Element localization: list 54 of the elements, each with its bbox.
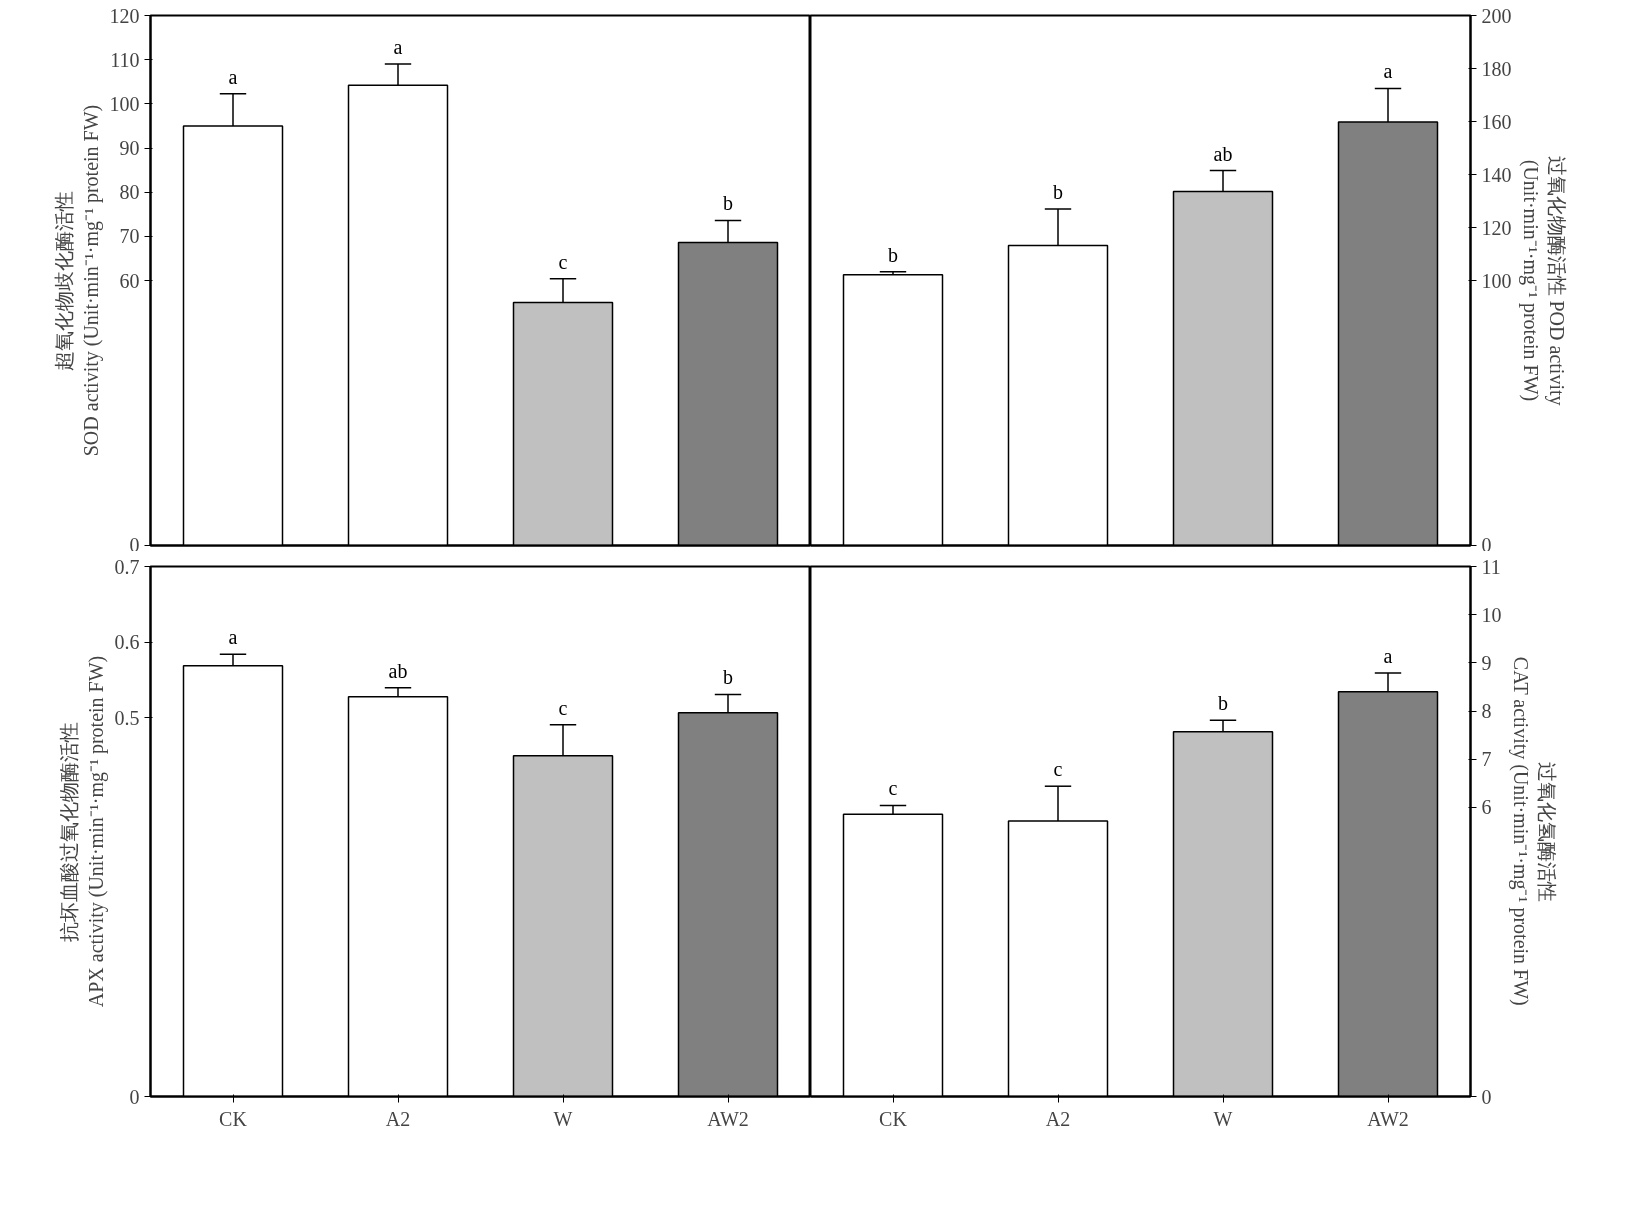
y-axis-title: 超氧化物歧化酶活性 SOD activity (Unit·min⁻¹·mg⁻¹ protein FW) [53, 104, 103, 457]
annotation: a [228, 65, 238, 88]
y-tick-label: 110 [110, 48, 140, 71]
y-tick-label: 0 [1481, 1085, 1492, 1108]
x-tick-label: A2 [1045, 1107, 1071, 1130]
x-tick-label: AW2 [707, 1107, 749, 1130]
y-tick-label: 120 [109, 4, 140, 27]
y-tick-label: 120 [1481, 216, 1512, 239]
y-tick-label: 0.5 [114, 706, 140, 729]
y-tick-label: 0.6 [114, 631, 140, 654]
y-tick-label: 100 [109, 92, 140, 115]
annotation: b [1218, 692, 1228, 715]
y-tick-label: 140 [1481, 163, 1512, 186]
y-axis-title: 过氧化氢酶活性 CAT activity (Unit·min⁻¹·mg⁻¹ protein FW) [1508, 656, 1558, 1006]
annotation: a [1383, 60, 1393, 83]
y-axis-title: 抗坏血酸过氧化物酶活性 APX activity (Unit·min⁻¹·mg⁻¹ protein FW) [58, 655, 108, 1008]
annotation: c [888, 777, 898, 800]
y-tick-label: 11 [1481, 555, 1501, 578]
annotation: c [558, 696, 568, 719]
y-tick-label: 180 [1481, 57, 1512, 80]
x-tick-label: AW2 [1367, 1107, 1409, 1130]
y-tick-label: 0 [129, 1085, 140, 1108]
y-tick-label: 80 [119, 181, 140, 204]
y-axis-title: 过氧化物酶活性 POD activity (Unit·min⁻¹·mg⁻¹ protein FW) [1518, 155, 1568, 406]
annotation: ab [388, 659, 408, 682]
y-tick-label: 0 [129, 533, 140, 556]
y-tick-label: 7 [1481, 748, 1492, 771]
y-tick-label: 60 [119, 269, 140, 292]
y-tick-label: 160 [1481, 110, 1512, 133]
y-tick-label: 0.7 [114, 555, 140, 578]
x-tick-label: W [1213, 1107, 1233, 1130]
annotation: c [558, 250, 568, 273]
y-tick-label: 9 [1481, 651, 1492, 674]
annotation: c [1053, 758, 1063, 781]
y-tick-label: 6 [1481, 796, 1492, 819]
y-tick-label: 100 [1481, 269, 1512, 292]
y-tick-label: 0 [1481, 533, 1492, 556]
y-tick-label: 90 [119, 137, 140, 159]
y-tick-label: 200 [1481, 4, 1512, 27]
x-tick-label: W [553, 1107, 573, 1130]
annotation: b [888, 243, 898, 266]
annotation: ab [1213, 142, 1233, 165]
x-tick-label: A2 [385, 1107, 411, 1130]
y-tick-label: 8 [1481, 700, 1492, 723]
annotation: b [723, 192, 733, 215]
x-tick-label: CK [879, 1107, 908, 1130]
annotation: a [393, 36, 403, 59]
x-tick-label: CK [219, 1107, 248, 1130]
y-tick-label: 10 [1481, 603, 1502, 626]
y-tick-label: 70 [119, 225, 140, 248]
annotation: a [1383, 644, 1393, 667]
annotation: b [1053, 180, 1063, 203]
annotation: b [723, 666, 733, 689]
annotation: a [228, 626, 238, 649]
